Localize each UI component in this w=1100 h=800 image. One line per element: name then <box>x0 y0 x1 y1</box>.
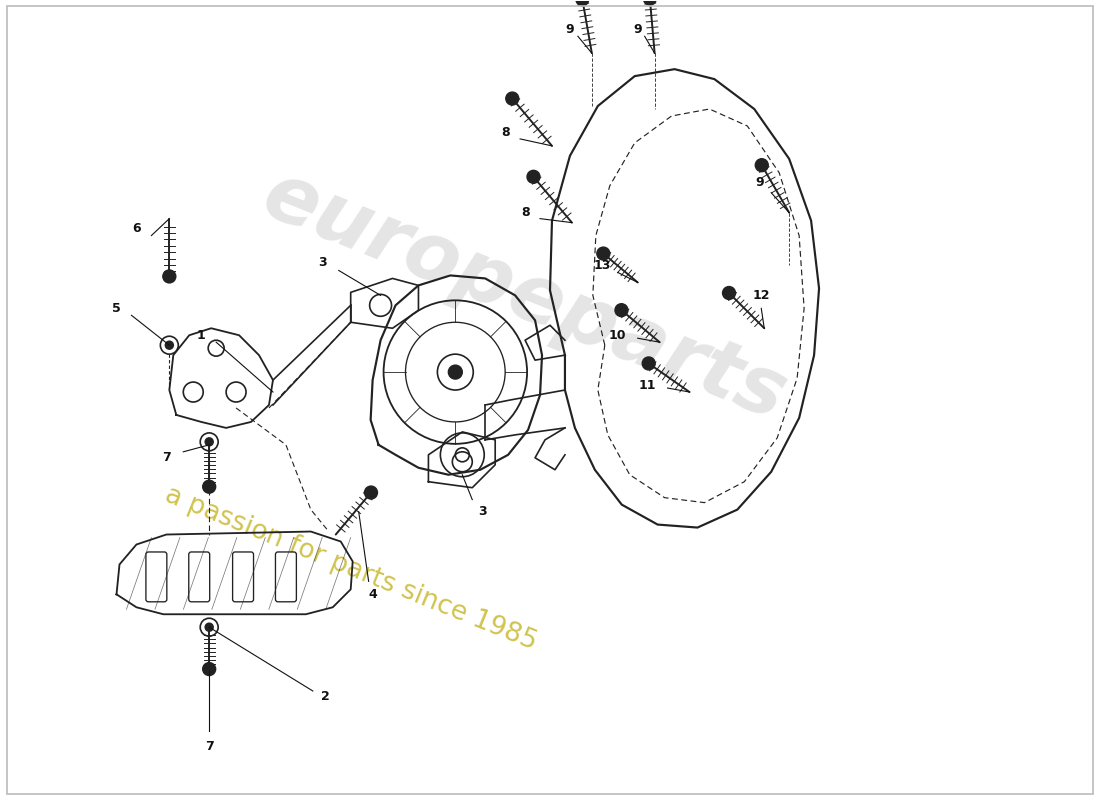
Text: 11: 11 <box>639 378 657 391</box>
Text: 9: 9 <box>634 22 642 36</box>
Circle shape <box>756 158 768 172</box>
Text: 1: 1 <box>197 329 206 342</box>
Text: 6: 6 <box>132 222 141 235</box>
Circle shape <box>644 0 657 5</box>
Circle shape <box>615 304 628 317</box>
Text: 3: 3 <box>319 256 327 269</box>
Circle shape <box>642 357 656 370</box>
Text: 13: 13 <box>593 259 611 272</box>
Text: 5: 5 <box>112 302 121 315</box>
Text: a passion for parts since 1985: a passion for parts since 1985 <box>162 482 541 655</box>
Text: 8: 8 <box>520 206 529 219</box>
Circle shape <box>723 286 736 299</box>
Circle shape <box>576 0 588 6</box>
Text: 9: 9 <box>755 176 763 190</box>
Circle shape <box>527 170 540 183</box>
Text: europeparts: europeparts <box>251 156 796 437</box>
Circle shape <box>597 247 609 260</box>
Circle shape <box>202 480 216 493</box>
Circle shape <box>165 341 174 350</box>
Text: 10: 10 <box>609 329 627 342</box>
Text: 12: 12 <box>752 289 770 302</box>
Circle shape <box>163 270 176 283</box>
Text: 8: 8 <box>500 126 509 139</box>
Text: 9: 9 <box>565 22 574 36</box>
Text: 2: 2 <box>321 690 330 703</box>
Circle shape <box>449 365 462 379</box>
Text: 7: 7 <box>205 740 213 754</box>
Circle shape <box>364 486 377 499</box>
Circle shape <box>206 438 213 446</box>
Circle shape <box>206 623 213 631</box>
Circle shape <box>202 662 216 675</box>
Text: 3: 3 <box>477 505 486 518</box>
Text: 7: 7 <box>162 451 170 464</box>
Text: 4: 4 <box>368 588 377 601</box>
Circle shape <box>506 92 519 105</box>
